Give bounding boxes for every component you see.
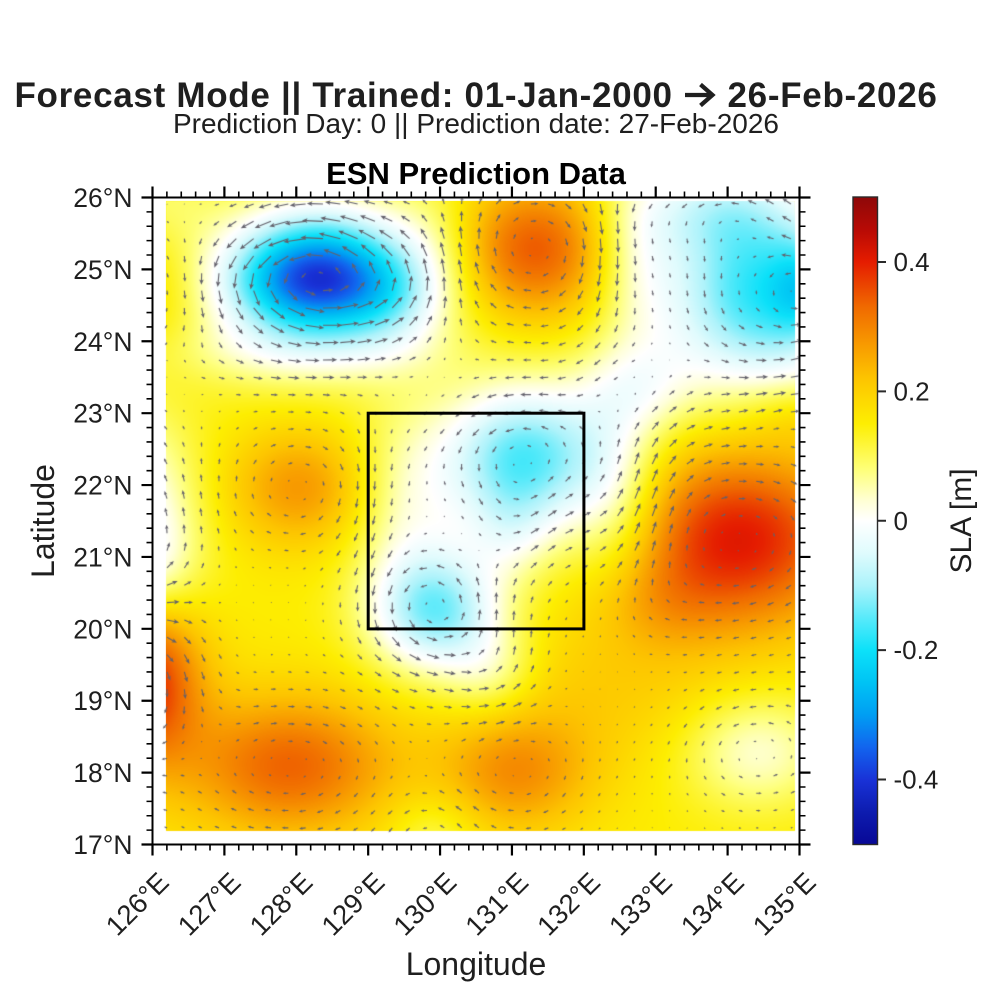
svg-text:135°E: 135°E <box>747 866 822 941</box>
svg-text:132°E: 132°E <box>531 866 606 941</box>
svg-text:0.2: 0.2 <box>894 376 930 406</box>
svg-text:SLA [m]: SLA [m] <box>945 468 978 573</box>
svg-text:128°E: 128°E <box>243 866 318 941</box>
svg-text:126°E: 126°E <box>100 866 175 941</box>
svg-text:129°E: 129°E <box>315 866 390 941</box>
svg-text:23°N: 23°N <box>73 399 132 429</box>
svg-text:Longitude: Longitude <box>406 946 547 982</box>
svg-text:133°E: 133°E <box>603 866 678 941</box>
svg-text:26°N: 26°N <box>73 183 132 213</box>
svg-text:127°E: 127°E <box>172 866 247 941</box>
svg-text:Latitude: Latitude <box>25 464 61 578</box>
svg-text:20°N: 20°N <box>73 614 132 644</box>
svg-text:-0.4: -0.4 <box>894 765 939 795</box>
svg-text:24°N: 24°N <box>73 327 132 357</box>
svg-text:0.4: 0.4 <box>894 247 930 277</box>
svg-text:17°N: 17°N <box>73 830 132 860</box>
svg-text:134°E: 134°E <box>675 866 750 941</box>
svg-text:-0.2: -0.2 <box>894 635 939 665</box>
svg-text:0: 0 <box>894 506 908 536</box>
svg-text:21°N: 21°N <box>73 542 132 572</box>
svg-text:130°E: 130°E <box>387 866 462 941</box>
svg-text:22°N: 22°N <box>73 471 132 501</box>
svg-text:18°N: 18°N <box>73 758 132 788</box>
svg-text:19°N: 19°N <box>73 686 132 716</box>
svg-text:131°E: 131°E <box>459 866 534 941</box>
svg-text:25°N: 25°N <box>73 255 132 285</box>
